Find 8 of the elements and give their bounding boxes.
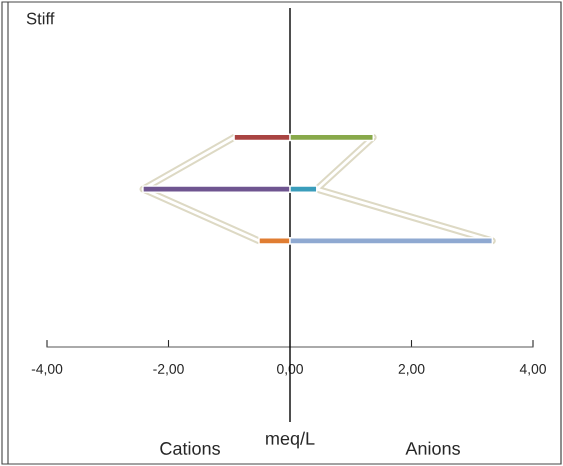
chart-title: Stiff: [26, 12, 54, 24]
x-tick-label: 2,00: [398, 364, 424, 376]
text: Anions: [405, 442, 460, 455]
x-tick-label: 4,00: [520, 364, 546, 376]
text: Cations: [160, 442, 220, 455]
x-axis-title: meq/L: [266, 432, 314, 448]
x-tick-label: -2,00: [153, 364, 184, 376]
x-tick-label: -4,00: [32, 364, 62, 376]
